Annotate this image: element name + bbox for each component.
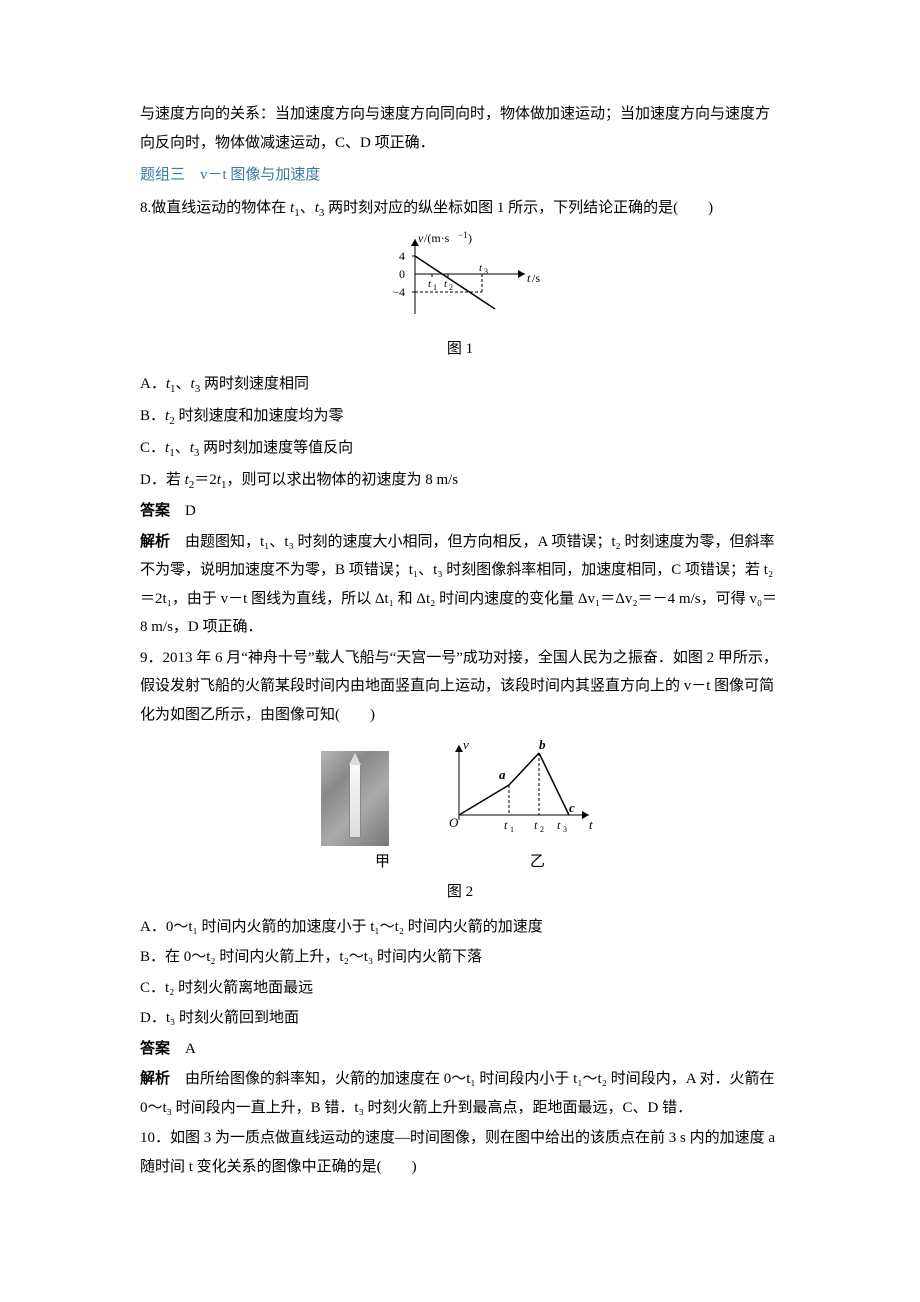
explain-label: 解析 bbox=[140, 1071, 170, 1087]
q9-vt-graph: O v t a b c t 1 t 2 t 3 bbox=[439, 735, 599, 835]
q8-d-b: ，则可以求出物体的初速度为 8 m/s bbox=[226, 472, 458, 488]
q9-subcaptions: 甲 乙 bbox=[140, 848, 780, 877]
svg-text:/(m·s: /(m·s bbox=[424, 231, 450, 245]
q8-c-text: 两时刻加速度等值反向 bbox=[203, 440, 353, 456]
svg-text:3: 3 bbox=[484, 267, 488, 276]
q9-choice-c: C．t₂ 时刻火箭离地面最远 bbox=[140, 974, 780, 1003]
q8-figure: 4 0 −4 v /(m·s −1 ) t /s t 1 t 2 t 3 bbox=[140, 229, 780, 329]
svg-text:/s: /s bbox=[532, 271, 540, 285]
q8-explain-text: 由题图知，t₁、t₃ 时刻的速度大小相同，但方向相反，A 项错误；t₂ 时刻速度… bbox=[140, 534, 777, 636]
q9-answer: 答案 A bbox=[140, 1035, 780, 1064]
q8-stem-a: 8.做直线运动的物体在 bbox=[140, 200, 290, 216]
q8-answer: 答案 D bbox=[140, 497, 780, 526]
q9-explain-text: 由所给图像的斜率知，火箭的加速度在 0～t₁ 时间段内小于 t₁～t₂ 时间段内… bbox=[140, 1071, 774, 1116]
svg-text:1: 1 bbox=[433, 283, 437, 292]
svg-text:t: t bbox=[428, 278, 432, 290]
svg-text:b: b bbox=[539, 737, 546, 752]
svg-text:): ) bbox=[468, 231, 472, 245]
q8-a-text: 两时刻速度相同 bbox=[204, 376, 309, 392]
rocket-body-icon bbox=[349, 764, 361, 838]
intro-continuation: 与速度方向的关系：当加速度方向与速度方向同向时，物体做加速运动；当加速度方向与速… bbox=[140, 100, 780, 157]
q8-stem-b: 、 bbox=[300, 200, 315, 216]
svg-text:2: 2 bbox=[540, 825, 544, 834]
q8-choice-c: C．t1、t3 两时刻加速度等值反向 bbox=[140, 434, 780, 464]
q9-sub-jia: 甲 bbox=[375, 848, 390, 877]
q9-choice-b: B．在 0～t₂ 时间内火箭上升，t₂～t₃ 时间内火箭下落 bbox=[140, 943, 780, 972]
q8-choices: A．t1、t3 两时刻速度相同 B．t2 时刻速度和加速度均为零 C．t1、t3… bbox=[140, 370, 780, 496]
svg-text:−4: −4 bbox=[392, 285, 405, 299]
q8-d-a: D．若 bbox=[140, 472, 185, 488]
q9-stem: 9．2013 年 6 月“神舟十号”载人飞船与“天宫一号”成功对接，全国人民为之… bbox=[140, 644, 780, 730]
svg-text:t: t bbox=[444, 278, 448, 290]
svg-text:O: O bbox=[449, 815, 459, 830]
svg-text:1: 1 bbox=[510, 825, 514, 834]
svg-text:2: 2 bbox=[449, 283, 453, 292]
q9-figure-yi: O v t a b c t 1 t 2 t 3 bbox=[439, 735, 599, 846]
q8-explain: 解析 由题图知，t₁、t₃ 时刻的速度大小相同，但方向相反，A 项错误；t₂ 时… bbox=[140, 528, 780, 642]
q8-stem-c: 两时刻对应的纵坐标如图 1 所示，下列结论正确的是( ) bbox=[324, 200, 713, 216]
q9-caption: 图 2 bbox=[140, 878, 780, 907]
q8-choice-d: D．若 t2＝2t1，则可以求出物体的初速度为 8 m/s bbox=[140, 466, 780, 496]
svg-text:t: t bbox=[504, 818, 508, 832]
svg-text:t: t bbox=[534, 818, 538, 832]
explain-label: 解析 bbox=[140, 534, 170, 550]
q8-answer-val: D bbox=[170, 503, 196, 519]
svg-text:c: c bbox=[569, 800, 575, 815]
document-page: 与速度方向的关系：当加速度方向与速度方向同向时，物体做加速运动；当加速度方向与速… bbox=[70, 0, 850, 1233]
q8-stem: 8.做直线运动的物体在 t1、t3 两时刻对应的纵坐标如图 1 所示，下列结论正… bbox=[140, 194, 780, 224]
svg-text:a: a bbox=[499, 767, 506, 782]
q8-b-text: 时刻速度和加速度均为零 bbox=[178, 408, 343, 424]
q9-choice-a: A．0～t₁ 时间内火箭的加速度小于 t₁～t₂ 时间内火箭的加速度 bbox=[140, 913, 780, 942]
svg-text:0: 0 bbox=[399, 267, 405, 281]
svg-text:−1: −1 bbox=[458, 230, 468, 240]
q10-stem: 10．如图 3 为一质点做直线运动的速度—时间图像，则在图中给出的该质点在前 3… bbox=[140, 1124, 780, 1181]
q9-figure-row: O v t a b c t 1 t 2 t 3 bbox=[140, 735, 780, 846]
q9-explain: 解析 由所给图像的斜率知，火箭的加速度在 0～t₁ 时间段内小于 t₁～t₂ 时… bbox=[140, 1065, 780, 1122]
q8-choice-b: B．t2 时刻速度和加速度均为零 bbox=[140, 402, 780, 432]
q8-caption: 图 1 bbox=[140, 335, 780, 364]
svg-text:t: t bbox=[527, 271, 531, 285]
svg-text:v: v bbox=[463, 737, 469, 752]
group3-heading-text: 题组三 v－t 图像与加速度 bbox=[140, 167, 320, 183]
q8-choice-a: A．t1、t3 两时刻速度相同 bbox=[140, 370, 780, 400]
q9-answer-val: A bbox=[170, 1041, 196, 1057]
group3-heading: 题组三 v－t 图像与加速度 bbox=[140, 161, 780, 190]
q9-figure-jia bbox=[321, 751, 389, 846]
q8-vt-graph: 4 0 −4 v /(m·s −1 ) t /s t 1 t 2 t 3 bbox=[355, 229, 565, 329]
svg-text:t: t bbox=[557, 818, 561, 832]
svg-text:t: t bbox=[589, 817, 593, 832]
q9-choices: A．0～t₁ 时间内火箭的加速度小于 t₁～t₂ 时间内火箭的加速度 B．在 0… bbox=[140, 913, 780, 1033]
q9-choice-d: D．t₃ 时刻火箭回到地面 bbox=[140, 1004, 780, 1033]
svg-text:t: t bbox=[479, 262, 483, 274]
answer-label: 答案 bbox=[140, 1041, 170, 1057]
answer-label: 答案 bbox=[140, 503, 170, 519]
q9-sub-yi: 乙 bbox=[530, 848, 545, 877]
svg-text:4: 4 bbox=[399, 249, 405, 263]
svg-text:3: 3 bbox=[563, 825, 567, 834]
rocket-image bbox=[321, 751, 389, 846]
